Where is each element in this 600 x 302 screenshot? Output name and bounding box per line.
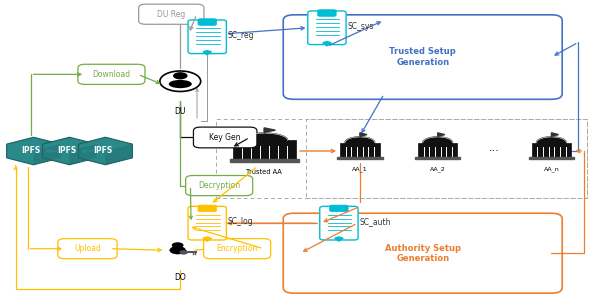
Polygon shape bbox=[437, 133, 445, 136]
FancyBboxPatch shape bbox=[203, 239, 271, 259]
FancyBboxPatch shape bbox=[58, 239, 117, 259]
Polygon shape bbox=[34, 144, 61, 165]
Polygon shape bbox=[529, 157, 574, 159]
Text: SC_log: SC_log bbox=[227, 217, 253, 226]
FancyBboxPatch shape bbox=[329, 205, 348, 212]
Polygon shape bbox=[70, 144, 97, 165]
Polygon shape bbox=[43, 137, 97, 165]
Polygon shape bbox=[345, 137, 374, 143]
Polygon shape bbox=[551, 133, 559, 136]
FancyBboxPatch shape bbox=[185, 175, 253, 196]
Text: Trusted Setup
Generation: Trusted Setup Generation bbox=[389, 47, 456, 67]
Polygon shape bbox=[7, 137, 61, 165]
Polygon shape bbox=[415, 157, 460, 159]
FancyBboxPatch shape bbox=[188, 206, 226, 240]
Circle shape bbox=[173, 72, 188, 79]
Polygon shape bbox=[337, 157, 383, 159]
FancyBboxPatch shape bbox=[198, 205, 217, 212]
Text: Download: Download bbox=[92, 70, 131, 79]
Text: Decryption: Decryption bbox=[198, 181, 240, 190]
Circle shape bbox=[172, 242, 184, 248]
Polygon shape bbox=[264, 128, 275, 132]
Ellipse shape bbox=[169, 246, 186, 254]
Text: AA_n: AA_n bbox=[544, 167, 559, 172]
FancyBboxPatch shape bbox=[283, 213, 562, 293]
Text: DO: DO bbox=[175, 273, 186, 282]
Text: IPFS: IPFS bbox=[22, 146, 41, 156]
Text: AA_1: AA_1 bbox=[352, 167, 368, 172]
FancyBboxPatch shape bbox=[532, 143, 571, 159]
FancyBboxPatch shape bbox=[139, 4, 204, 24]
Text: Upload: Upload bbox=[74, 244, 101, 253]
Text: SC_reg: SC_reg bbox=[227, 31, 254, 40]
Text: Trusted AA: Trusted AA bbox=[246, 169, 282, 175]
Polygon shape bbox=[536, 137, 566, 143]
Text: AA_2: AA_2 bbox=[430, 167, 446, 172]
FancyBboxPatch shape bbox=[188, 20, 226, 53]
Text: Encryption: Encryption bbox=[217, 244, 258, 253]
FancyBboxPatch shape bbox=[340, 143, 380, 159]
Text: DU Reg: DU Reg bbox=[157, 10, 185, 19]
Polygon shape bbox=[241, 133, 287, 140]
FancyBboxPatch shape bbox=[320, 206, 358, 240]
FancyBboxPatch shape bbox=[198, 19, 217, 25]
Text: ...: ... bbox=[489, 143, 500, 153]
Polygon shape bbox=[106, 144, 133, 165]
Text: IPFS: IPFS bbox=[94, 146, 113, 156]
Ellipse shape bbox=[169, 80, 192, 88]
Circle shape bbox=[179, 250, 188, 254]
Polygon shape bbox=[203, 237, 211, 241]
Text: DU: DU bbox=[175, 108, 186, 116]
Polygon shape bbox=[79, 137, 133, 165]
Polygon shape bbox=[230, 159, 299, 162]
Circle shape bbox=[160, 71, 200, 92]
Polygon shape bbox=[335, 237, 343, 241]
FancyBboxPatch shape bbox=[283, 15, 562, 99]
Text: Authority Setup
Generation: Authority Setup Generation bbox=[385, 243, 461, 263]
Text: SC_auth: SC_auth bbox=[359, 217, 391, 226]
FancyBboxPatch shape bbox=[78, 64, 145, 85]
FancyBboxPatch shape bbox=[308, 11, 346, 45]
Polygon shape bbox=[203, 51, 211, 55]
FancyBboxPatch shape bbox=[418, 143, 457, 159]
Polygon shape bbox=[360, 133, 367, 136]
Polygon shape bbox=[323, 42, 331, 46]
FancyBboxPatch shape bbox=[193, 127, 257, 148]
Text: Key Gen: Key Gen bbox=[209, 133, 241, 142]
FancyBboxPatch shape bbox=[233, 140, 296, 162]
Polygon shape bbox=[423, 137, 452, 143]
Text: IPFS: IPFS bbox=[58, 146, 77, 156]
FancyBboxPatch shape bbox=[317, 10, 336, 16]
Text: SC_sys: SC_sys bbox=[347, 22, 373, 31]
